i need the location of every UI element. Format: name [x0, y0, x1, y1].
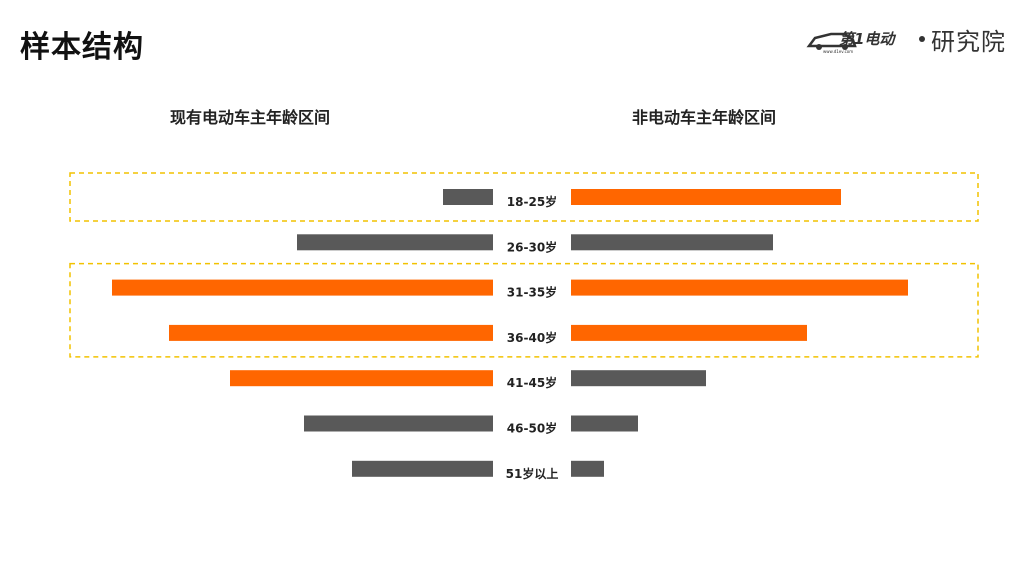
right-bar-5: [571, 370, 706, 387]
right-bar-7: [571, 460, 604, 477]
left-series-heading: 现有电动车主年龄区间: [170, 108, 331, 127]
category-label-7: 51岁以上: [506, 466, 559, 481]
right-bar-6: [571, 415, 638, 432]
highlight-box-2: [69, 262, 979, 358]
left-bar-1: [443, 189, 493, 205]
category-label-5: 41-45岁: [507, 375, 557, 390]
category-label-1: 18-25岁: [507, 194, 557, 209]
left-bar-6: [304, 415, 493, 432]
brand-separator-dot: [919, 36, 925, 42]
category-label-2: 26-30岁: [507, 239, 557, 254]
left-bar-2: [297, 234, 493, 251]
category-label-3: 31-35岁: [507, 285, 557, 300]
category-label-4: 36-40岁: [507, 330, 557, 345]
brand-name: 研究院: [931, 27, 1006, 56]
category-label-6: 46-50岁: [507, 421, 557, 436]
right-bar-3: [571, 279, 908, 296]
right-bar-1: [571, 189, 841, 205]
right-series-heading: 非电动车主年龄区间: [632, 108, 777, 127]
left-bar-5: [230, 370, 493, 387]
left-bar-7: [352, 460, 493, 477]
left-bar-4: [169, 324, 493, 341]
right-bar-2: [571, 234, 773, 251]
page-title: 样本结构: [20, 30, 144, 65]
highlight-box-1: [69, 172, 979, 222]
brand-logo: 第1电动 www.d1ev.com 研究院: [805, 22, 1006, 56]
right-bar-4: [571, 324, 807, 341]
left-bar-3: [112, 279, 493, 296]
brand-logo-url: www.d1ev.com: [823, 49, 853, 54]
brand-logo-text: 第1电动: [839, 30, 896, 48]
car-logo-icon: 第1电动 www.d1ev.com: [806, 30, 896, 54]
